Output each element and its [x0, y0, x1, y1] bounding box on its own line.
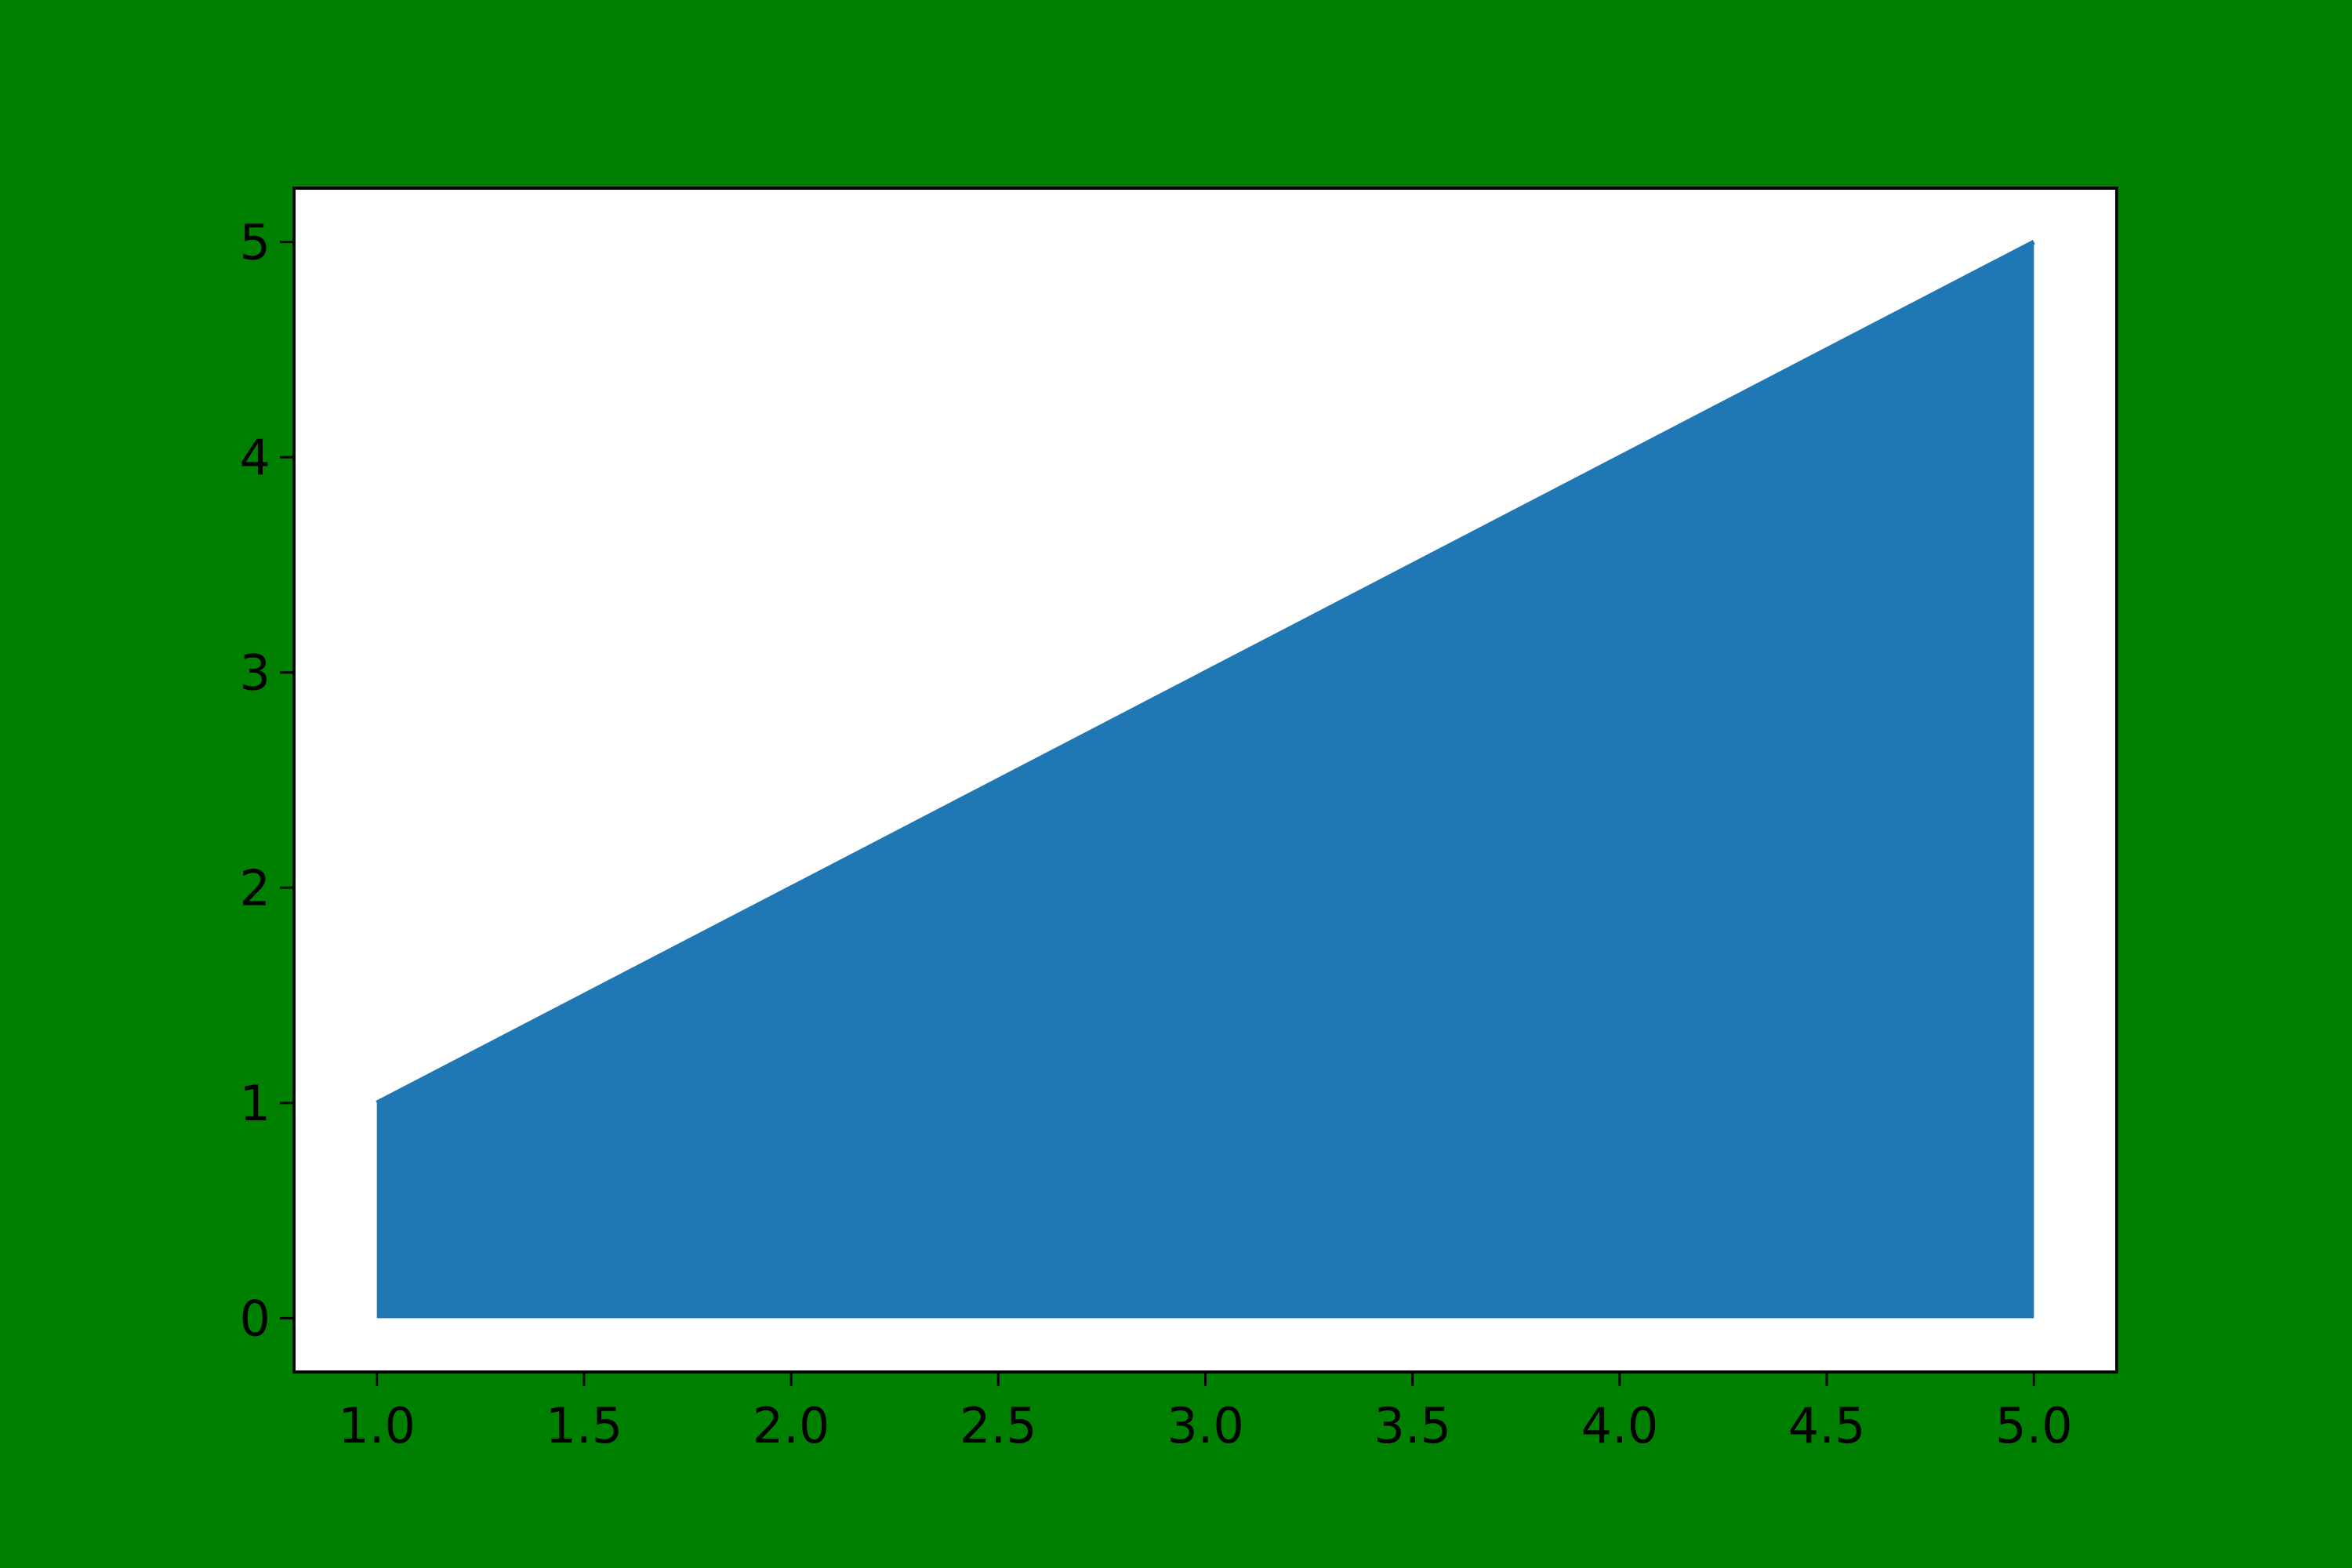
x-tick-label: 3.0 [1167, 1397, 1244, 1454]
x-tick-label: 1.5 [546, 1397, 623, 1454]
area-fill [376, 241, 2034, 1319]
x-tick-label: 5.0 [1995, 1397, 2073, 1454]
x-tick-label: 4.0 [1581, 1397, 1659, 1454]
x-tick-label: 4.5 [1788, 1397, 1866, 1454]
area-line [376, 239, 2035, 1105]
x-tick-label: 2.5 [960, 1397, 1037, 1454]
y-tick-label: 4 [240, 429, 270, 486]
area-layer [376, 239, 2035, 1319]
x-tick-label: 2.0 [753, 1397, 830, 1454]
y-tick-label: 2 [240, 859, 270, 916]
y-tick-label: 3 [240, 644, 270, 702]
x-tick-label: 3.5 [1374, 1397, 1451, 1454]
y-tick-label: 5 [240, 214, 270, 271]
y-axis-ticks: 0 1 2 3 4 5 [240, 214, 294, 1347]
y-tick-label: 0 [240, 1290, 270, 1347]
x-axis-ticks: 1.0 1.5 2.0 2.5 3.0 3.5 4.0 4.5 5.0 [338, 1372, 2073, 1454]
y-tick-label: 1 [240, 1075, 270, 1132]
x-tick-label: 1.0 [338, 1397, 416, 1454]
